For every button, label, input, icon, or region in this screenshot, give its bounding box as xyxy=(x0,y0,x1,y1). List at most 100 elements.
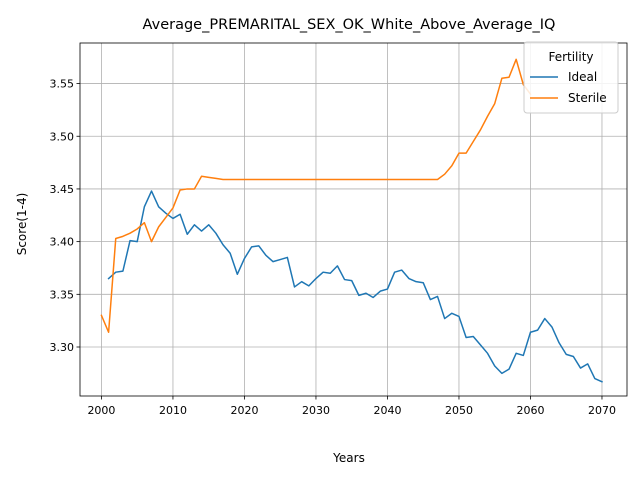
data-point-ideal xyxy=(580,367,582,369)
data-point-ideal xyxy=(508,368,510,370)
x-tick-label: 2050 xyxy=(445,404,473,417)
data-point-sterile xyxy=(244,179,246,181)
data-point-sterile xyxy=(473,141,475,143)
data-point-ideal xyxy=(401,269,403,271)
data-point-sterile xyxy=(144,222,146,224)
data-point-ideal xyxy=(544,318,546,320)
data-point-sterile xyxy=(465,152,467,154)
data-point-ideal xyxy=(515,353,517,355)
data-point-ideal xyxy=(215,232,217,234)
data-point-ideal xyxy=(165,212,167,214)
y-tick-label: 3.45 xyxy=(50,183,75,196)
data-point-ideal xyxy=(365,293,367,295)
data-point-ideal xyxy=(322,271,324,273)
data-point-ideal xyxy=(237,274,239,276)
data-point-sterile xyxy=(136,228,138,230)
data-point-sterile xyxy=(351,179,353,181)
data-point-sterile xyxy=(515,59,517,61)
data-point-ideal xyxy=(444,318,446,320)
data-point-sterile xyxy=(451,165,453,167)
data-point-ideal xyxy=(144,206,146,208)
data-point-ideal xyxy=(330,272,332,274)
data-point-ideal xyxy=(594,378,596,380)
data-point-sterile xyxy=(480,129,482,131)
data-point-ideal xyxy=(222,244,224,246)
data-point-ideal xyxy=(344,279,346,281)
data-point-sterile xyxy=(487,115,489,117)
legend-label-ideal: Ideal xyxy=(568,70,597,84)
y-tick-label: 3.55 xyxy=(50,78,75,91)
data-point-ideal xyxy=(251,246,253,248)
data-point-sterile xyxy=(215,178,217,180)
data-point-sterile xyxy=(129,232,131,234)
data-point-ideal xyxy=(422,282,424,284)
data-point-ideal xyxy=(108,278,110,280)
data-point-sterile xyxy=(158,226,160,228)
data-point-ideal xyxy=(473,336,475,338)
data-point-ideal xyxy=(380,290,382,292)
data-point-sterile xyxy=(315,179,317,181)
data-point-ideal xyxy=(272,261,274,263)
data-point-ideal xyxy=(451,313,453,315)
data-point-sterile xyxy=(201,176,203,178)
data-point-sterile xyxy=(387,179,389,181)
data-point-sterile xyxy=(165,217,167,219)
data-point-ideal xyxy=(358,295,360,297)
data-point-ideal xyxy=(587,363,589,365)
data-point-ideal xyxy=(494,365,496,367)
data-point-sterile xyxy=(194,188,196,190)
y-tick-label: 3.40 xyxy=(50,236,75,249)
data-point-ideal xyxy=(294,286,296,288)
x-tick-label: 2070 xyxy=(588,404,616,417)
series-layer xyxy=(100,58,603,383)
data-point-ideal xyxy=(430,299,432,301)
data-point-sterile xyxy=(279,179,281,181)
data-point-sterile xyxy=(115,238,117,240)
data-point-sterile xyxy=(494,103,496,105)
y-tick-label: 3.35 xyxy=(50,288,75,301)
data-point-sterile xyxy=(422,179,424,181)
data-point-ideal xyxy=(279,259,281,261)
data-point-ideal xyxy=(201,230,203,232)
data-point-sterile xyxy=(437,179,439,181)
data-point-ideal xyxy=(244,258,246,260)
data-point-ideal xyxy=(187,234,189,236)
data-point-ideal xyxy=(258,245,260,247)
data-point-sterile xyxy=(151,241,153,243)
data-point-ideal xyxy=(351,280,353,282)
data-point-sterile xyxy=(122,236,124,238)
data-point-ideal xyxy=(308,285,310,287)
data-point-ideal xyxy=(136,241,138,243)
legend: Fertility Ideal Sterile xyxy=(523,41,619,114)
data-point-ideal xyxy=(437,296,439,298)
data-point-sterile xyxy=(222,179,224,181)
data-point-sterile xyxy=(444,173,446,175)
chart-title: Average_PREMARITAL_SEX_OK_White_Above_Av… xyxy=(143,17,556,33)
data-point-ideal xyxy=(115,271,117,273)
data-point-ideal xyxy=(415,281,417,283)
data-point-ideal xyxy=(151,190,153,192)
x-axis-label: Years xyxy=(332,451,365,465)
data-point-ideal xyxy=(301,281,303,283)
data-point-ideal xyxy=(229,252,231,254)
x-tick-label: 2020 xyxy=(230,404,258,417)
data-point-ideal xyxy=(601,381,603,383)
data-point-ideal xyxy=(387,288,389,290)
legend-title: Fertility xyxy=(548,50,593,64)
data-point-ideal xyxy=(172,218,174,220)
data-point-ideal xyxy=(537,329,539,331)
data-point-ideal xyxy=(194,224,196,226)
plot-frame xyxy=(79,42,628,397)
data-point-ideal xyxy=(408,278,410,280)
data-point-ideal xyxy=(465,337,467,339)
data-point-ideal xyxy=(287,257,289,259)
data-point-ideal xyxy=(551,326,553,328)
data-point-ideal xyxy=(523,355,525,357)
data-point-ideal xyxy=(315,278,317,280)
data-point-sterile xyxy=(101,315,103,317)
series-line-sterile xyxy=(100,58,532,333)
data-point-ideal xyxy=(565,354,567,356)
data-point-sterile xyxy=(458,152,460,154)
